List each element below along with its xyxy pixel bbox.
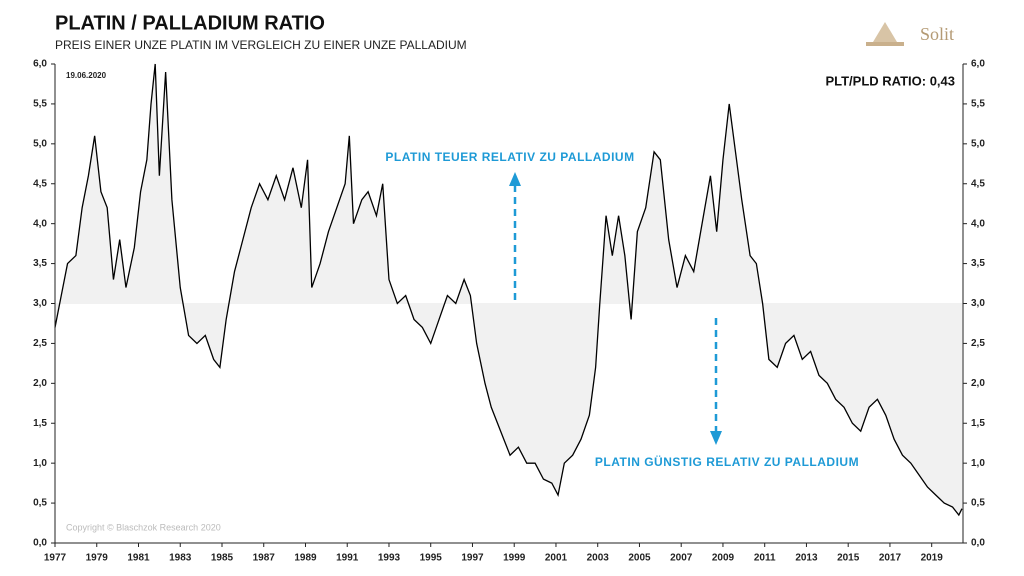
arrow-head — [710, 431, 722, 445]
y-tick-label: 1,5 — [33, 418, 47, 429]
y-tick-label: 5,0 — [971, 138, 985, 149]
y-tick-label: 2,5 — [971, 338, 985, 349]
y-tick-label: 0,5 — [971, 498, 985, 509]
x-tick-label: 2017 — [879, 553, 902, 564]
x-tick-label: 2013 — [795, 553, 818, 564]
x-tick-label: 1983 — [169, 553, 192, 564]
logo-icon — [866, 22, 904, 46]
x-tick-label: 1977 — [44, 553, 67, 564]
y-tick-label: 3,0 — [33, 298, 47, 309]
chart-title: PLATIN / PALLADIUM RATIO — [55, 12, 325, 34]
x-tick-label: 2007 — [670, 553, 693, 564]
y-tick-label: 3,0 — [971, 298, 985, 309]
x-tick-label: 1985 — [211, 553, 234, 564]
x-tick-label: 2019 — [921, 553, 944, 564]
annotation: PLATIN TEUER RELATIV ZU PALLADIUM — [385, 150, 634, 164]
arrow-head — [509, 172, 521, 186]
line — [54, 63, 963, 517]
y-tick-label: 0,5 — [33, 498, 47, 509]
y-tick-label: 5,0 — [33, 138, 47, 149]
y-tick-label: 4,0 — [33, 218, 47, 229]
y-tick-label: 4,5 — [33, 178, 47, 189]
ratio-label: PLT/PLD RATIO: 0,43 — [825, 73, 955, 88]
y-tick-label: 1,0 — [33, 458, 47, 469]
x-tick-label: 2009 — [712, 553, 735, 564]
y-tick-label: 6,0 — [971, 59, 985, 70]
y-tick-label: 5,5 — [33, 99, 47, 110]
x-tick-label: 1999 — [503, 553, 526, 564]
plot — [54, 63, 963, 517]
x-tick-label: 1979 — [86, 553, 109, 564]
logo-text: Solit — [920, 24, 954, 44]
y-tick-label: 1,5 — [971, 418, 985, 429]
x-tick-label: 2003 — [587, 553, 610, 564]
x-tick-label: 2011 — [754, 553, 776, 564]
y-tick-label: 3,5 — [971, 258, 985, 269]
x-tick-label: 1993 — [378, 553, 401, 564]
y-tick-label: 4,5 — [971, 178, 985, 189]
y-tick-label: 1,0 — [971, 458, 985, 469]
x-tick-label: 1997 — [461, 553, 484, 564]
y-tick-label: 6,0 — [33, 59, 47, 70]
y-tick-label: 2,0 — [33, 378, 47, 389]
copyright: Copyright © Blaschzok Research 2020 — [66, 522, 221, 532]
x-tick-label: 1989 — [294, 553, 317, 564]
fill-area — [55, 64, 962, 516]
annotation: PLATIN GÜNSTIG RELATIV ZU PALLADIUM — [595, 454, 859, 469]
y-tick-label: 0,0 — [33, 538, 47, 549]
y-tick-label: 5,5 — [971, 99, 985, 110]
y-tick-label: 3,5 — [33, 258, 47, 269]
date-label: 19.06.2020 — [66, 71, 107, 80]
x-tick-label: 2001 — [545, 553, 568, 564]
x-tick-label: 1987 — [253, 553, 276, 564]
y-tick-label: 2,5 — [33, 338, 47, 349]
x-tick-label: 2015 — [837, 553, 860, 564]
x-tick-label: 1991 — [336, 553, 359, 564]
y-tick-label: 4,0 — [971, 218, 985, 229]
x-tick-label: 2005 — [628, 553, 651, 564]
y-tick-label: 0,0 — [971, 538, 985, 549]
y-tick-label: 2,0 — [971, 378, 985, 389]
x-tick-label: 1981 — [127, 553, 150, 564]
chart-subtitle: PREIS EINER UNZE PLATIN IM VERGLEICH ZU … — [55, 38, 467, 52]
x-tick-label: 1995 — [420, 553, 443, 564]
